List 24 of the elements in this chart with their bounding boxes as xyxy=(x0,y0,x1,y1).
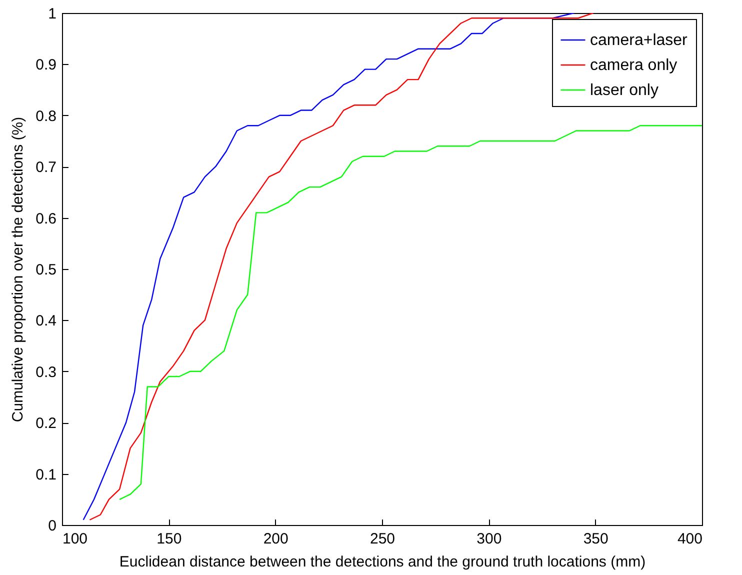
y-axis-title: Cumulative proportion over the detections (%) xyxy=(10,116,27,422)
legend-label: laser only xyxy=(590,82,658,99)
x-axis-title: Euclidean distance between the detections and the ground truth locations (mm) xyxy=(119,554,646,570)
y-tick-label: 0.3 xyxy=(36,364,56,381)
x-tick-label: 200 xyxy=(263,530,288,548)
y-tick-label: 0.6 xyxy=(36,210,56,228)
x-tick-label: 100 xyxy=(62,530,88,548)
y-tick-label: 0.5 xyxy=(36,262,56,278)
x-tick-label: 300 xyxy=(476,530,502,548)
x-tick-label: 150 xyxy=(156,530,182,548)
legend-label: camera only xyxy=(590,57,678,74)
x-tick-label: 350 xyxy=(583,530,608,548)
legend-label: camera+laser xyxy=(590,32,688,49)
y-tick-label: 0.4 xyxy=(36,312,56,330)
y-tick-label: 1 xyxy=(48,6,56,22)
y-tick-label: 0.9 xyxy=(36,56,56,74)
x-tick-label: 250 xyxy=(370,530,396,548)
x-tick-label: 400 xyxy=(677,530,702,548)
y-tick-label: 0.1 xyxy=(36,466,56,484)
line-series xyxy=(119,125,702,500)
y-tick-label: 0.7 xyxy=(36,159,56,176)
y-tick-label: 0 xyxy=(48,518,56,534)
y-tick-label: 0.2 xyxy=(36,415,56,432)
y-tick-label: 0.8 xyxy=(36,108,56,125)
